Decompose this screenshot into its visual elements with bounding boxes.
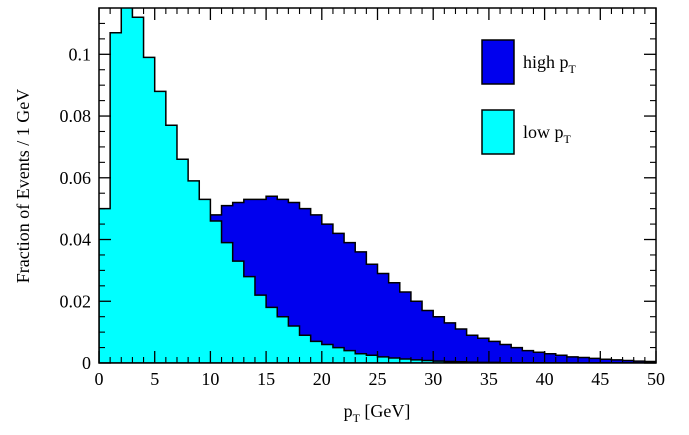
x-tick-label: 45	[591, 369, 609, 389]
y-axis-title: Fraction of Events / 1 GeV	[13, 89, 33, 283]
x-tick-label: 20	[313, 369, 331, 389]
y-tick-label: 0.1	[69, 44, 92, 64]
y-tick-label: 0.02	[60, 291, 92, 311]
y-tick-label: 0	[82, 353, 91, 373]
legend-label-high-pt-main: high p	[523, 52, 569, 72]
x-tick-label: 35	[480, 369, 498, 389]
legend-label-high-pt-sub: T	[569, 62, 577, 76]
x-tick-label: 0	[95, 369, 104, 389]
x-tick-label: 40	[536, 369, 554, 389]
legend-label-low-pt-sub: T	[564, 132, 572, 146]
x-tick-label: 10	[201, 369, 219, 389]
series-layer	[99, 8, 656, 363]
y-tick-label: 0.06	[60, 168, 92, 188]
legend-swatch-high-pt	[481, 39, 515, 85]
labels-layer: 0 5 10 15 20 25 30 35 40 45 50 0 0.02 0.04 0.06 0.08 0.1	[60, 44, 666, 389]
x-tick-label: 25	[369, 369, 387, 389]
x-tick-label: 15	[257, 369, 275, 389]
x-axis-title-suffix: [GeV]	[360, 401, 410, 421]
legend-swatch-low-pt	[481, 109, 515, 155]
x-tick-label: 5	[150, 369, 159, 389]
y-tick-label: 0.08	[60, 106, 92, 126]
legend-label-low-pt-main: low p	[523, 122, 564, 142]
y-tick-label: 0.04	[60, 230, 92, 250]
x-tick-label: 30	[424, 369, 442, 389]
x-tick-label: 50	[647, 369, 665, 389]
ticks-layer	[98, 8, 657, 364]
legend-label-high-pt: high pT	[523, 52, 577, 76]
legend: high pT low pT	[481, 39, 577, 155]
x-axis-title: pT [GeV]	[344, 401, 411, 425]
legend-label-low-pt: low pT	[523, 122, 572, 146]
x-axis-title-sub: T	[353, 411, 361, 425]
x-axis-title-main: p	[344, 401, 353, 421]
